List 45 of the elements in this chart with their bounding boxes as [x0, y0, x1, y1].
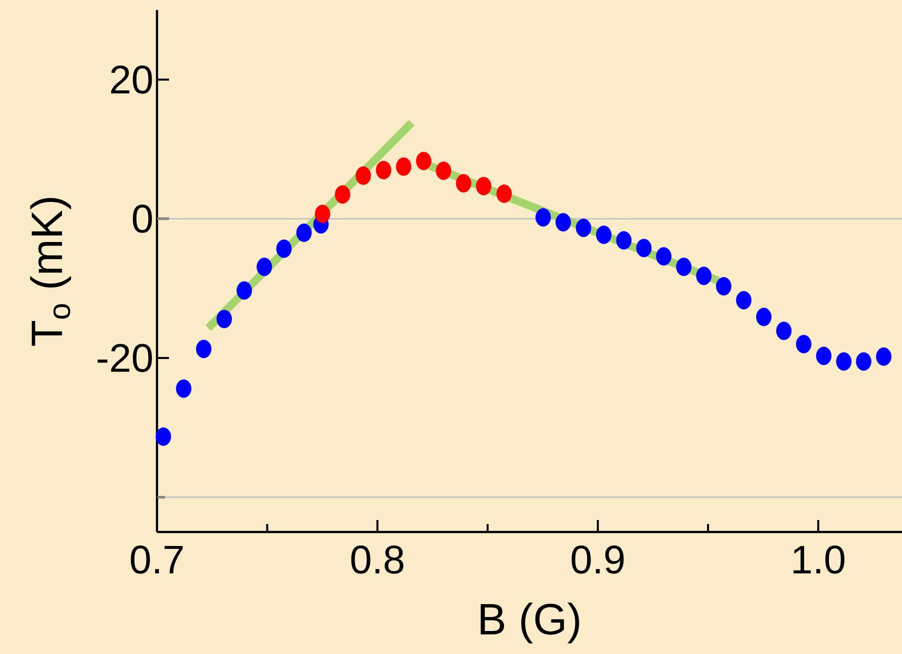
x-tick-label: 0.8 [351, 546, 404, 574]
point [376, 160, 392, 180]
point [696, 266, 712, 286]
point [296, 224, 312, 242]
point [736, 291, 752, 310]
point [356, 166, 372, 185]
point [535, 208, 551, 227]
point [816, 346, 832, 366]
point [636, 238, 652, 258]
point [456, 174, 472, 192]
point [416, 152, 432, 170]
point [836, 352, 852, 371]
point [476, 176, 492, 196]
point [276, 240, 292, 258]
point [796, 334, 812, 354]
y-tick-label: 20 [111, 65, 152, 94]
point [716, 277, 732, 296]
point [314, 204, 330, 224]
point [876, 347, 892, 366]
point [176, 379, 192, 398]
x-tick-label: 1.0 [794, 546, 844, 574]
point [396, 157, 412, 176]
point [496, 184, 512, 203]
point [596, 226, 612, 244]
point [616, 231, 632, 250]
point [856, 352, 872, 371]
point [776, 322, 792, 340]
y-tick-label: -20 [98, 344, 152, 372]
point [656, 247, 672, 266]
point [256, 258, 272, 276]
y-tick-label: 0 [132, 204, 152, 233]
y-axis-title: T$_{o}$ (mK) [30, 198, 72, 346]
x-axis-title: B (G) [480, 602, 580, 644]
point [436, 162, 452, 180]
point [196, 340, 212, 358]
point [334, 185, 350, 204]
point [216, 310, 232, 328]
x-tick-label: 0.9 [572, 546, 624, 574]
point [236, 281, 252, 300]
point [556, 213, 571, 232]
point [676, 258, 692, 276]
point [156, 427, 172, 446]
point [756, 308, 772, 326]
x-tick-label: 0.7 [130, 546, 183, 574]
point [576, 218, 592, 238]
